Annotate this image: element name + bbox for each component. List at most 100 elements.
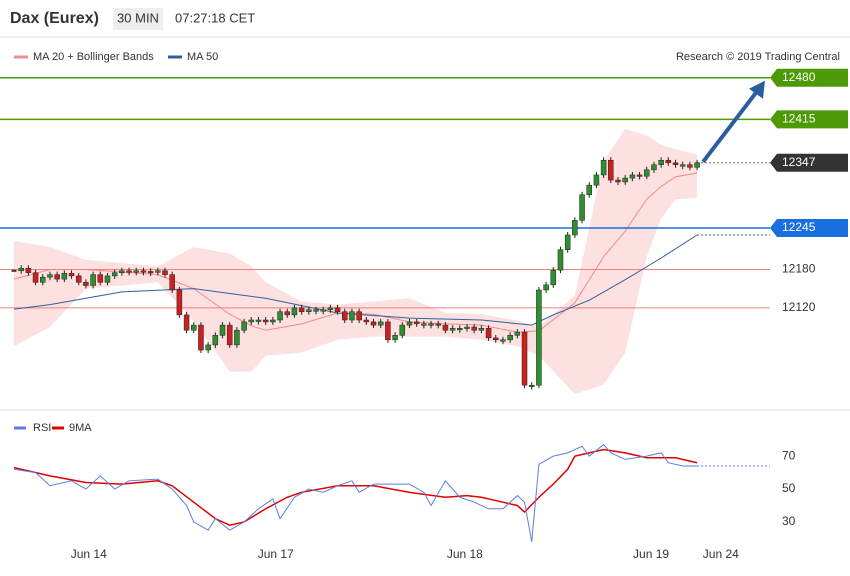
price-label-box (770, 68, 848, 87)
candle (219, 324, 226, 336)
legend-label: MA 20 + Bollinger Bands (33, 51, 154, 63)
candle (528, 384, 535, 387)
price-label: 12245 (782, 220, 816, 234)
candle (83, 282, 89, 286)
candle (385, 321, 391, 341)
candle (320, 309, 326, 312)
candle (90, 274, 96, 286)
candle (183, 314, 190, 331)
price-label-box (770, 218, 848, 237)
candle (392, 335, 398, 341)
candle (651, 164, 657, 171)
candle (406, 321, 413, 326)
candle (629, 174, 636, 179)
x-tick-label: Jun 19 (633, 547, 669, 561)
y-tick-label: 50 (782, 481, 796, 495)
candle (413, 321, 420, 325)
candle (600, 159, 607, 176)
candle (521, 331, 528, 386)
candle (68, 273, 75, 277)
candle (586, 184, 592, 195)
price-label: 12480 (782, 70, 816, 84)
ma50-line (13, 234, 698, 326)
candle (147, 271, 154, 274)
candle (169, 274, 175, 291)
legend-label: RSI (33, 422, 51, 434)
candle (349, 311, 355, 321)
candle (471, 326, 477, 331)
candle (162, 270, 168, 275)
candle (298, 307, 305, 312)
candle (255, 319, 262, 322)
x-tick-label: Jun 18 (447, 547, 483, 561)
candle (32, 272, 39, 283)
candle (198, 324, 204, 351)
candle (514, 331, 521, 336)
candle (18, 267, 24, 272)
candle (133, 270, 139, 273)
candle (399, 324, 406, 336)
price-label: 12347 (782, 155, 816, 169)
price-label-box (770, 153, 848, 172)
interval-box (113, 8, 163, 30)
candle (25, 267, 32, 273)
candle (334, 307, 341, 312)
candle (557, 249, 564, 271)
candle (234, 329, 240, 346)
x-tick-label: Jun 24 (703, 547, 739, 561)
credit: Research © 2019 Trading Central (676, 51, 840, 63)
candle (61, 273, 68, 280)
candle (672, 162, 679, 165)
y-tick-label: 30 (782, 514, 796, 528)
candle (291, 307, 298, 316)
price-label: 12120 (782, 300, 816, 314)
y-tick-label: 70 (782, 448, 796, 462)
x-tick-label: Jun 17 (258, 547, 294, 561)
candle (658, 159, 664, 165)
candle (248, 319, 255, 323)
candle (615, 179, 621, 183)
candle (104, 275, 111, 283)
candle (507, 335, 513, 341)
bollinger-band (14, 128, 698, 395)
candle (11, 269, 17, 272)
candle (155, 270, 161, 273)
candle (126, 270, 132, 273)
candle (593, 174, 600, 186)
candle (140, 270, 147, 273)
candle (277, 311, 283, 321)
candle (226, 324, 233, 346)
candle (270, 319, 276, 323)
candle (119, 270, 125, 273)
candle (421, 323, 427, 326)
candle (435, 323, 441, 326)
price-label: 12415 (782, 111, 816, 125)
candle (579, 194, 585, 221)
price-label: 12180 (782, 262, 816, 276)
candle (550, 269, 557, 286)
candle (636, 174, 643, 177)
candle (687, 164, 693, 168)
candle (313, 309, 319, 312)
x-tick-label: Jun 14 (71, 547, 107, 561)
candle (40, 276, 46, 283)
candle (464, 326, 470, 329)
candle (564, 234, 571, 250)
candle (449, 328, 456, 331)
candle (493, 337, 499, 341)
candle (536, 289, 542, 386)
candle (176, 289, 183, 316)
candle (47, 274, 53, 278)
candle (442, 324, 449, 331)
candle (370, 321, 377, 326)
candle (356, 311, 362, 321)
clock: 07:27:18 CET (175, 10, 255, 25)
candle (500, 339, 506, 342)
candle (306, 309, 312, 312)
candle (377, 321, 384, 326)
candle (694, 162, 700, 168)
candle (665, 159, 672, 164)
candle (622, 177, 628, 183)
candle (284, 311, 290, 316)
